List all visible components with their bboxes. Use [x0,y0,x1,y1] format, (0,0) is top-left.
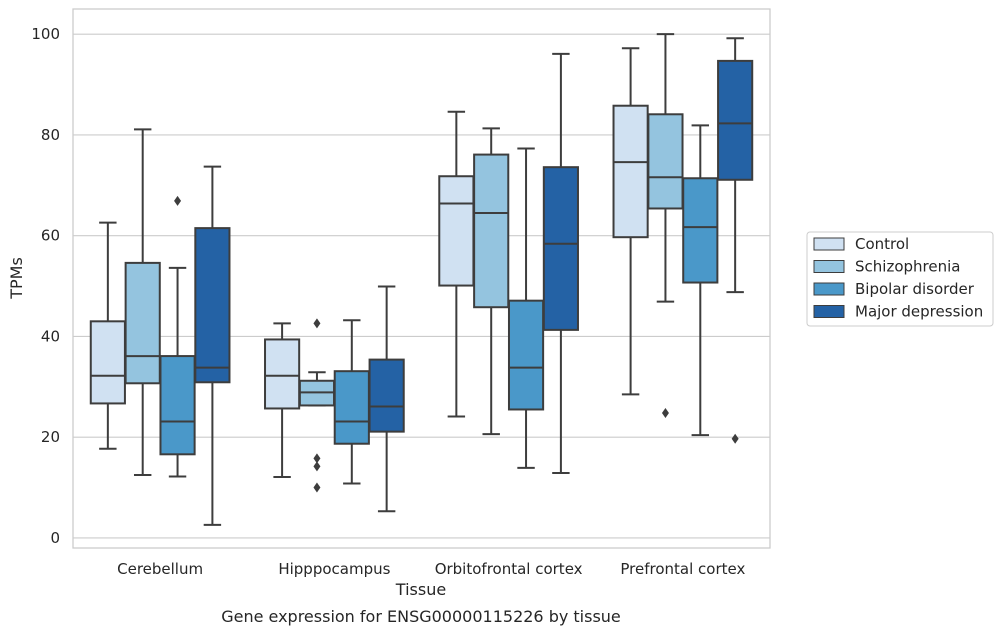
box-bipolar-disorder-3 [682,124,719,437]
box-iqr [717,59,754,181]
legend-label-0: Control [855,235,909,253]
legend-swatch-2 [813,282,845,296]
box-iqr [612,104,649,239]
plot-frame [72,8,771,549]
box-bipolar-disorder-2 [507,147,545,469]
y-axis-label: TPMs [7,257,26,300]
box-iqr [194,227,231,384]
box-iqr [438,175,475,287]
box-iqr [159,355,196,456]
plot-background [73,9,770,548]
outlier-point-1 [313,461,321,472]
legend-swatch-3 [813,305,845,318]
y-tick-label-100: 100 [31,25,60,43]
box-control-3 [612,47,649,396]
box-series [89,33,754,526]
x-tick-label-3: Prefrontal cortex [620,560,745,578]
box-iqr [542,166,579,331]
legend-frame [806,231,994,327]
y-tick-label-80: 80 [41,126,60,144]
box-iqr [124,261,161,385]
outlier-point-0 [661,407,669,418]
x-tick-label-2: Orbitofrontal cortex [435,560,583,578]
outlier-point-3 [313,318,321,329]
box-iqr [507,299,545,411]
box-iqr [368,358,405,433]
box-iqr [473,153,510,309]
x-axis-label: Tissue [395,580,446,599]
legend-label-2: Bipolar disorder [855,280,975,298]
x-axis-ticks: Cerebellum Hipppocampus Orbitofrontal cort… [117,560,745,578]
legend-label-1: Schizophrenia [855,258,960,276]
box-iqr [682,177,719,284]
outlier-point-2 [313,453,321,464]
outlier-point-0 [174,195,182,206]
legend-label-3: Major depression [855,303,983,321]
chart-caption: Gene expression for ENSG00000115226 by t… [221,607,621,626]
box-control-2 [438,110,475,418]
box-iqr [89,320,126,405]
outlier-point-0 [313,482,321,493]
box-control-0 [89,221,126,450]
y-axis-ticks: 0 20 40 60 80 100 [31,25,60,547]
y-tick-label-0: 0 [50,529,60,547]
box-schizophrenia-2 [473,127,510,436]
x-tick-label-0: Cerebellum [117,560,203,578]
box-iqr [333,370,370,445]
legend-swatch-0 [813,237,845,251]
box-iqr [264,338,301,410]
box-schizophrenia-0 [124,128,161,476]
outlier-point-0 [731,433,739,444]
box-bipolar-disorder-0 [159,195,196,478]
box-major-depression-3 [717,37,754,444]
y-tick-label-20: 20 [41,428,60,446]
legend: Control Schizophrenia Bipolar disorder Majo… [806,231,994,327]
y-tick-label-40: 40 [41,327,60,345]
x-tick-label-1: Hipppocampus [278,560,390,578]
box-control-1 [264,322,301,478]
box-iqr [647,113,684,210]
box-major-depression-2 [542,52,579,474]
box-major-depression-0 [194,165,231,526]
legend-swatch-1 [813,260,845,273]
box-schizophrenia-1 [298,318,336,493]
box-major-depression-1 [368,285,405,513]
y-tick-label-60: 60 [41,227,60,245]
box-schizophrenia-3 [647,33,684,418]
